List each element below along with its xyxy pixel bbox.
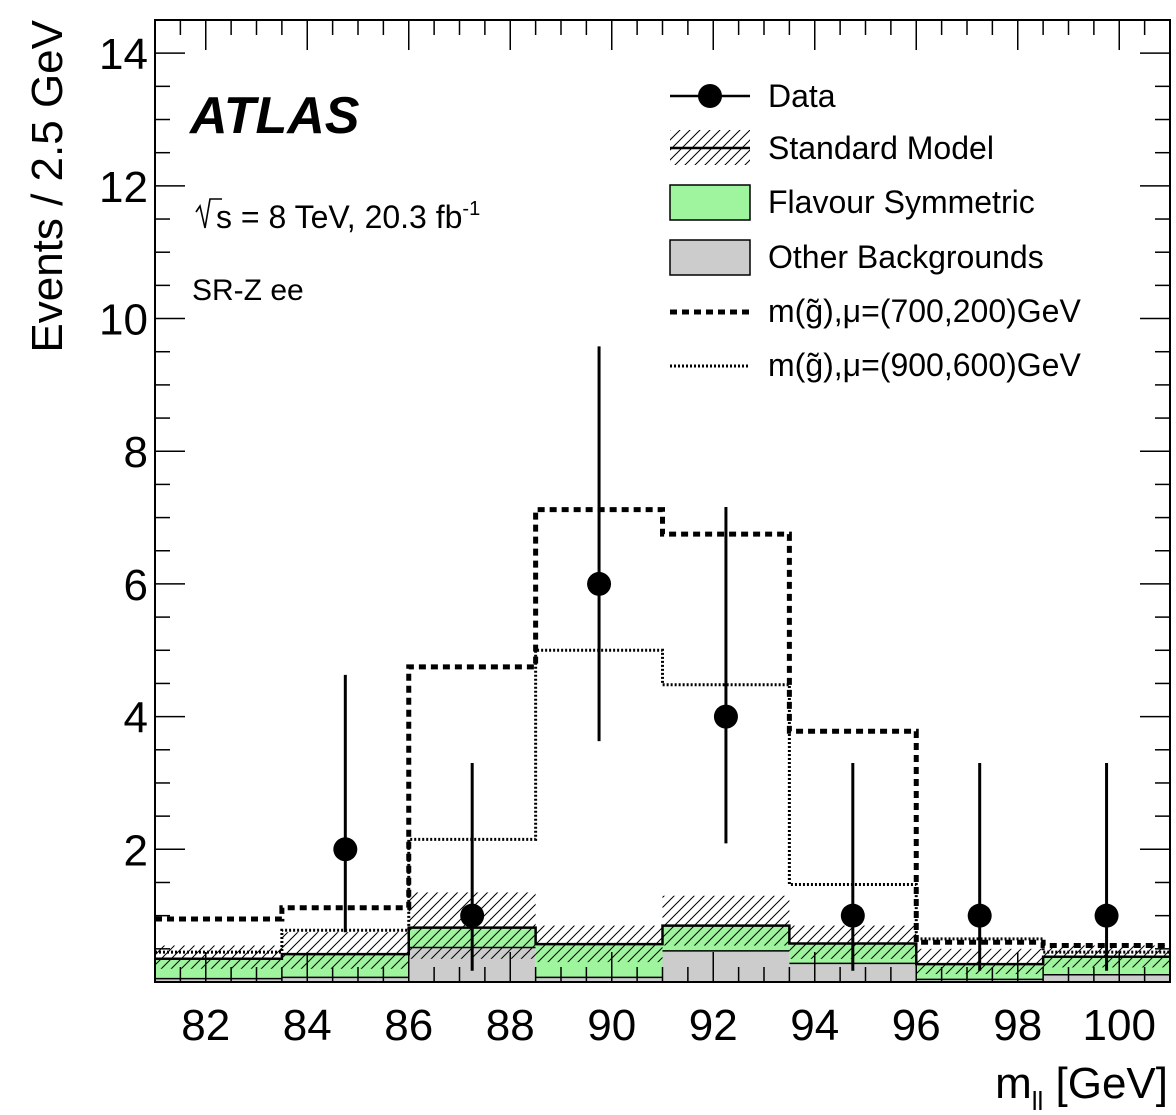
data-point: [333, 837, 358, 862]
x-axis-label-sub: ll: [1032, 1086, 1044, 1115]
y-tick-label: 6: [124, 561, 148, 610]
x-tick-label: 88: [486, 1001, 535, 1050]
y-tick-label: 2: [124, 826, 148, 875]
x-tick-label: 96: [892, 1001, 941, 1050]
y-tick-label: 10: [99, 296, 148, 345]
x-tick-label: 94: [790, 1001, 839, 1050]
x-tick-label: 90: [587, 1001, 636, 1050]
y-tick-label: 4: [124, 694, 148, 743]
region-label: SR-Z ee: [192, 274, 304, 307]
legend-label-signal-900-600: m(g̃),μ=(900,600)GeV: [768, 347, 1081, 383]
axes: 82 84 86 88 90 92 94 96 98 100 2 4 6 8 10 12 14: [99, 19, 1171, 1050]
x-axis-label-main: m: [995, 1059, 1032, 1108]
svg-text:s = 8 TeV, 20.3 fb-1: s = 8 TeV, 20.3 fb-1: [216, 198, 480, 235]
sm-uncertainty-band: [155, 945, 282, 969]
x-axis-label-unit: [GeV]: [1043, 1059, 1168, 1108]
data-point: [587, 571, 612, 596]
sqrt-sign-icon: [195, 198, 222, 229]
atlas-label: ATLAS: [188, 87, 360, 145]
x-tick-label: 92: [689, 1001, 738, 1050]
signal-700-200-line: [155, 507, 1170, 949]
data-point: [460, 903, 485, 928]
sm-uncertainty-band: [281, 932, 409, 969]
x-tick-label: 100: [1083, 1001, 1156, 1050]
legend-label-signal-700-200: m(g̃),μ=(700,200)GeV: [768, 293, 1081, 329]
other-backgrounds-bar: [916, 979, 1044, 982]
legend-entry-standard-model: Standard Model: [670, 130, 994, 166]
x-axis-label: mll [GeV]: [995, 1059, 1168, 1115]
sm-uncertainty-band: [662, 895, 790, 946]
legend-label-other-backgrounds: Other Backgrounds: [768, 239, 1044, 275]
energy-annotation: s = 8 TeV, 20.3 fb-1: [195, 198, 480, 235]
other-backgrounds-bar: [1043, 974, 1170, 982]
other-backgrounds-bar: [535, 977, 663, 982]
legend-label-flavour-symmetric: Flavour Symmetric: [768, 184, 1035, 220]
legend-entry-other-backgrounds: Other Backgrounds: [669, 239, 1044, 276]
legend-entry-signal-900-600: m(g̃),μ=(900,600)GeV: [670, 347, 1081, 383]
luminosity-exponent: -1: [462, 198, 480, 220]
legend-label-standard-model: Standard Model: [768, 130, 994, 166]
grey-swatch-icon: [669, 239, 751, 276]
legend-entry-flavour-symmetric: Flavour Symmetric: [669, 184, 1035, 221]
plot-frame: [154, 19, 1171, 983]
y-tick-label: 8: [124, 428, 148, 477]
y-tick-label: 12: [99, 163, 148, 212]
green-swatch-icon: [669, 184, 751, 221]
legend-label-data: Data: [768, 78, 836, 114]
data-point: [840, 903, 865, 928]
energy-text: s = 8 TeV, 20.3 fb: [216, 199, 462, 235]
legend-entry-data: Data: [670, 78, 836, 114]
data-point: [967, 903, 992, 928]
plot-area: [155, 346, 1170, 982]
legend: Data Standard Model Flavour Symmetric Ot…: [669, 78, 1081, 383]
x-tick-label: 84: [283, 1001, 332, 1050]
x-tick-label: 86: [384, 1001, 433, 1050]
data-point: [1094, 903, 1119, 928]
other-backgrounds-bar: [155, 978, 282, 982]
y-tick-label: 14: [99, 30, 148, 79]
other-backgrounds-bar: [789, 963, 917, 982]
legend-entry-signal-700-200: m(g̃),μ=(700,200)GeV: [670, 293, 1081, 329]
data-point: [713, 704, 738, 729]
data-marker-icon: [698, 84, 722, 108]
other-backgrounds-bar: [662, 950, 790, 982]
other-backgrounds-bar: [281, 977, 409, 982]
x-tick-label: 98: [993, 1001, 1042, 1050]
y-axis-label: Events / 2.5 GeV: [23, 19, 72, 352]
x-tick-label: 82: [181, 1001, 230, 1050]
